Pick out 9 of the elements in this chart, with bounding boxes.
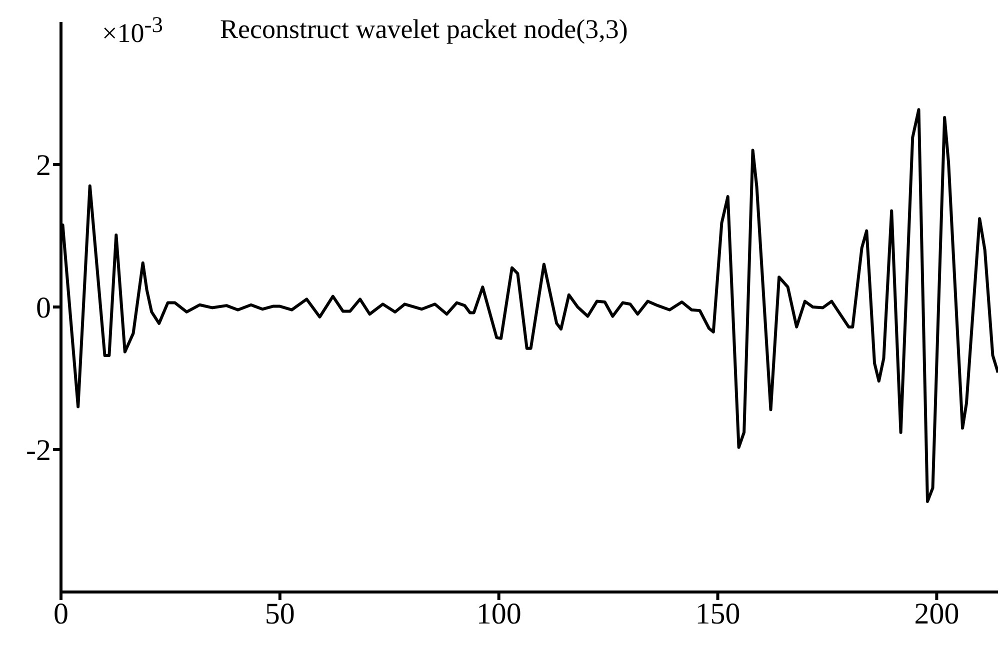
- annotation: ×10$^{-3}$: [102, 12, 163, 49]
- chart-title: Reconstruct wavelet packet node(3,3): [220, 14, 628, 45]
- y-tick-label: -2: [26, 434, 51, 468]
- x-tick-label: 100: [476, 597, 522, 630]
- x-tick-label: 50: [264, 597, 295, 630]
- y-tick-label: 2: [36, 149, 51, 182]
- x-tick-label: 150: [695, 597, 740, 630]
- x-tick-label: 200: [914, 597, 960, 630]
- y-tick-label: 0: [36, 292, 51, 325]
